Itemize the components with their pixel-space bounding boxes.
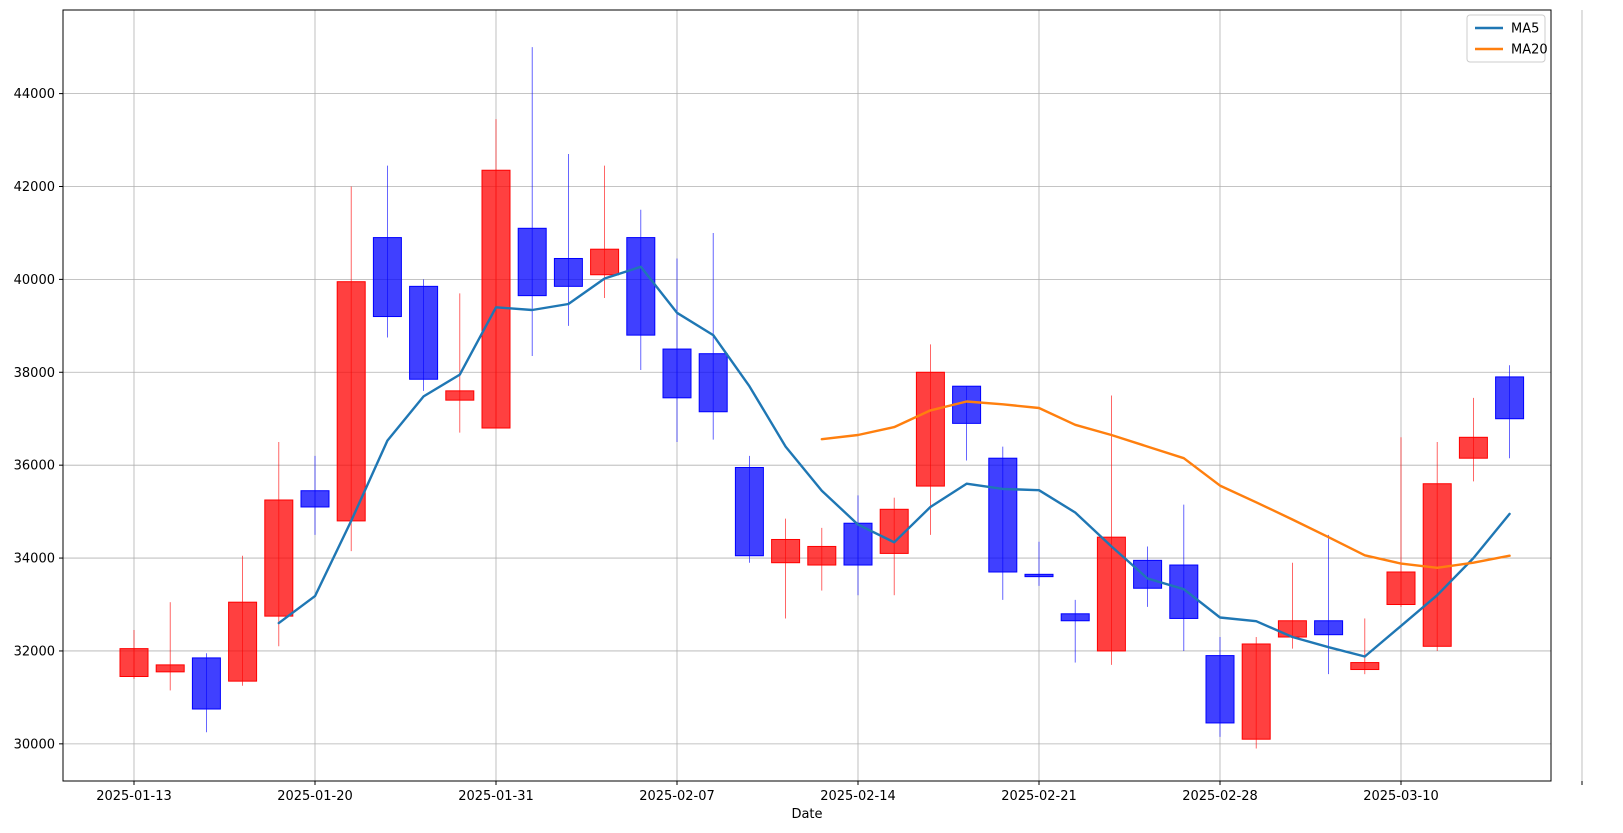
x-tick-label: 2025-02-28 [1182,789,1258,804]
ma5-line [277,265,1511,658]
x-axis: 2025-01-13 2025-01-20 2025-01-31 2025-02-07… [96,781,1583,804]
y-tick-label: 30000 [14,737,55,752]
candle-down [300,490,330,508]
y-tick-label: 40000 [14,273,55,288]
ma20-line [820,400,1511,569]
y-tick-label: 44000 [14,87,55,102]
y-tick-label: 34000 [14,552,55,567]
y-tick-label: 36000 [14,459,55,474]
candle-down [517,227,547,297]
legend: MA5 MA20 [1466,14,1548,63]
candle-down [988,457,1018,573]
candle-down [191,657,221,710]
x-tick-label: 2025-01-31 [458,789,534,804]
candle-down [553,257,583,287]
candle-down [1495,376,1525,420]
x-tick-label: 2025-01-13 [96,789,172,804]
candle-down [1169,564,1199,619]
candle-up [771,538,801,564]
candle-up [481,169,511,429]
candle-up [445,390,475,401]
x-tick-label: 2025-01-20 [277,789,353,804]
candle-up [228,601,258,682]
candle-up [264,499,294,617]
candles [119,47,1525,749]
candle-up [155,664,185,673]
candle-up [590,248,620,276]
x-tick-label: 2025-02-21 [1001,789,1077,804]
y-axis: 30000 32000 34000 36000 38000 40000 42000 44000 [14,87,63,752]
plot-frame [62,9,1552,782]
candle-up [1277,620,1307,638]
candle-up [119,648,149,677]
y-tick-label: 38000 [14,366,55,381]
candle-up [1241,643,1271,740]
candle-down [626,237,656,336]
candle-up [1422,483,1452,647]
candle-up [336,281,366,522]
y-tick-label: 42000 [14,180,55,195]
candle-up [915,371,945,487]
candle-down [1024,573,1054,578]
legend-box [1466,14,1546,63]
x-axis-title: Date [791,807,822,822]
legend-label-ma5: MA5 [1511,22,1539,37]
candle-up [879,508,909,554]
x-tick-label: 2025-03-10 [1363,789,1439,804]
x-tick-label: 2025-02-14 [820,789,896,804]
candle-down [1133,559,1163,589]
candle-down [1205,655,1235,724]
candle-down [1060,613,1090,622]
moving-average-lines [277,265,1511,658]
candle-down [1314,620,1344,636]
candle-up [1350,662,1380,671]
candle-down [698,353,728,413]
candle-down [734,466,764,557]
candle-down [662,348,692,399]
legend-label-ma20: MA20 [1511,43,1548,58]
candle-up [1386,571,1416,606]
candle-down [372,237,402,318]
candle-up [1458,436,1488,459]
y-tick-label: 32000 [14,644,55,659]
x-tick-label: 2025-02-07 [639,789,715,804]
candle-down [409,285,439,380]
candle-up [807,545,837,566]
